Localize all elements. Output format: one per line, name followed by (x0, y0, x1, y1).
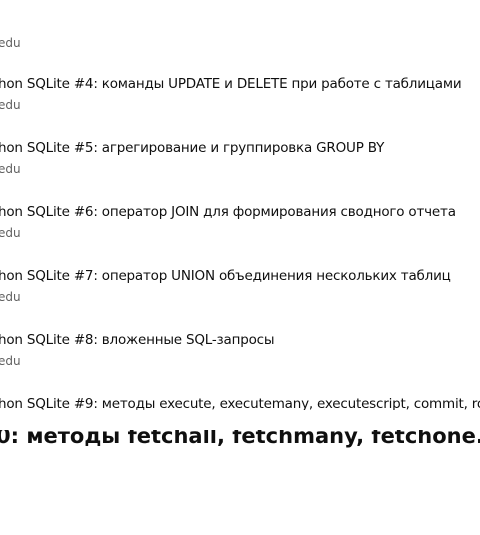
video-list: edu hon SQLite #4: команды UPDATE и DELE… (0, 36, 480, 410)
video-title[interactable]: hon SQLite #6: оператор JOIN для формиро… (0, 204, 456, 220)
video-title[interactable]: hon SQLite #9: методы execute, executema… (0, 396, 480, 410)
video-title[interactable]: hon SQLite #8: вложенные SQL-запросы (0, 332, 275, 348)
channel-name[interactable]: edu (0, 290, 21, 304)
channel-name[interactable]: edu (0, 98, 21, 112)
channel-name: edu (0, 36, 21, 50)
video-title[interactable]: hon SQLite #7: оператор UNION объединени… (0, 268, 451, 284)
overlay-title: 0: методы fetchall, fetchmany, fetchone.… (0, 430, 480, 448)
video-title[interactable]: hon SQLite #4: команды UPDATE и DELETE п… (0, 76, 462, 92)
overlay-banner: 0: методы fetchall, fetchmany, fetchone.… (0, 430, 480, 450)
channel-name[interactable]: edu (0, 162, 21, 176)
channel-name[interactable]: edu (0, 226, 21, 240)
video-title[interactable]: hon SQLite #5: агрегирование и группиров… (0, 140, 385, 156)
channel-name[interactable]: edu (0, 354, 21, 368)
